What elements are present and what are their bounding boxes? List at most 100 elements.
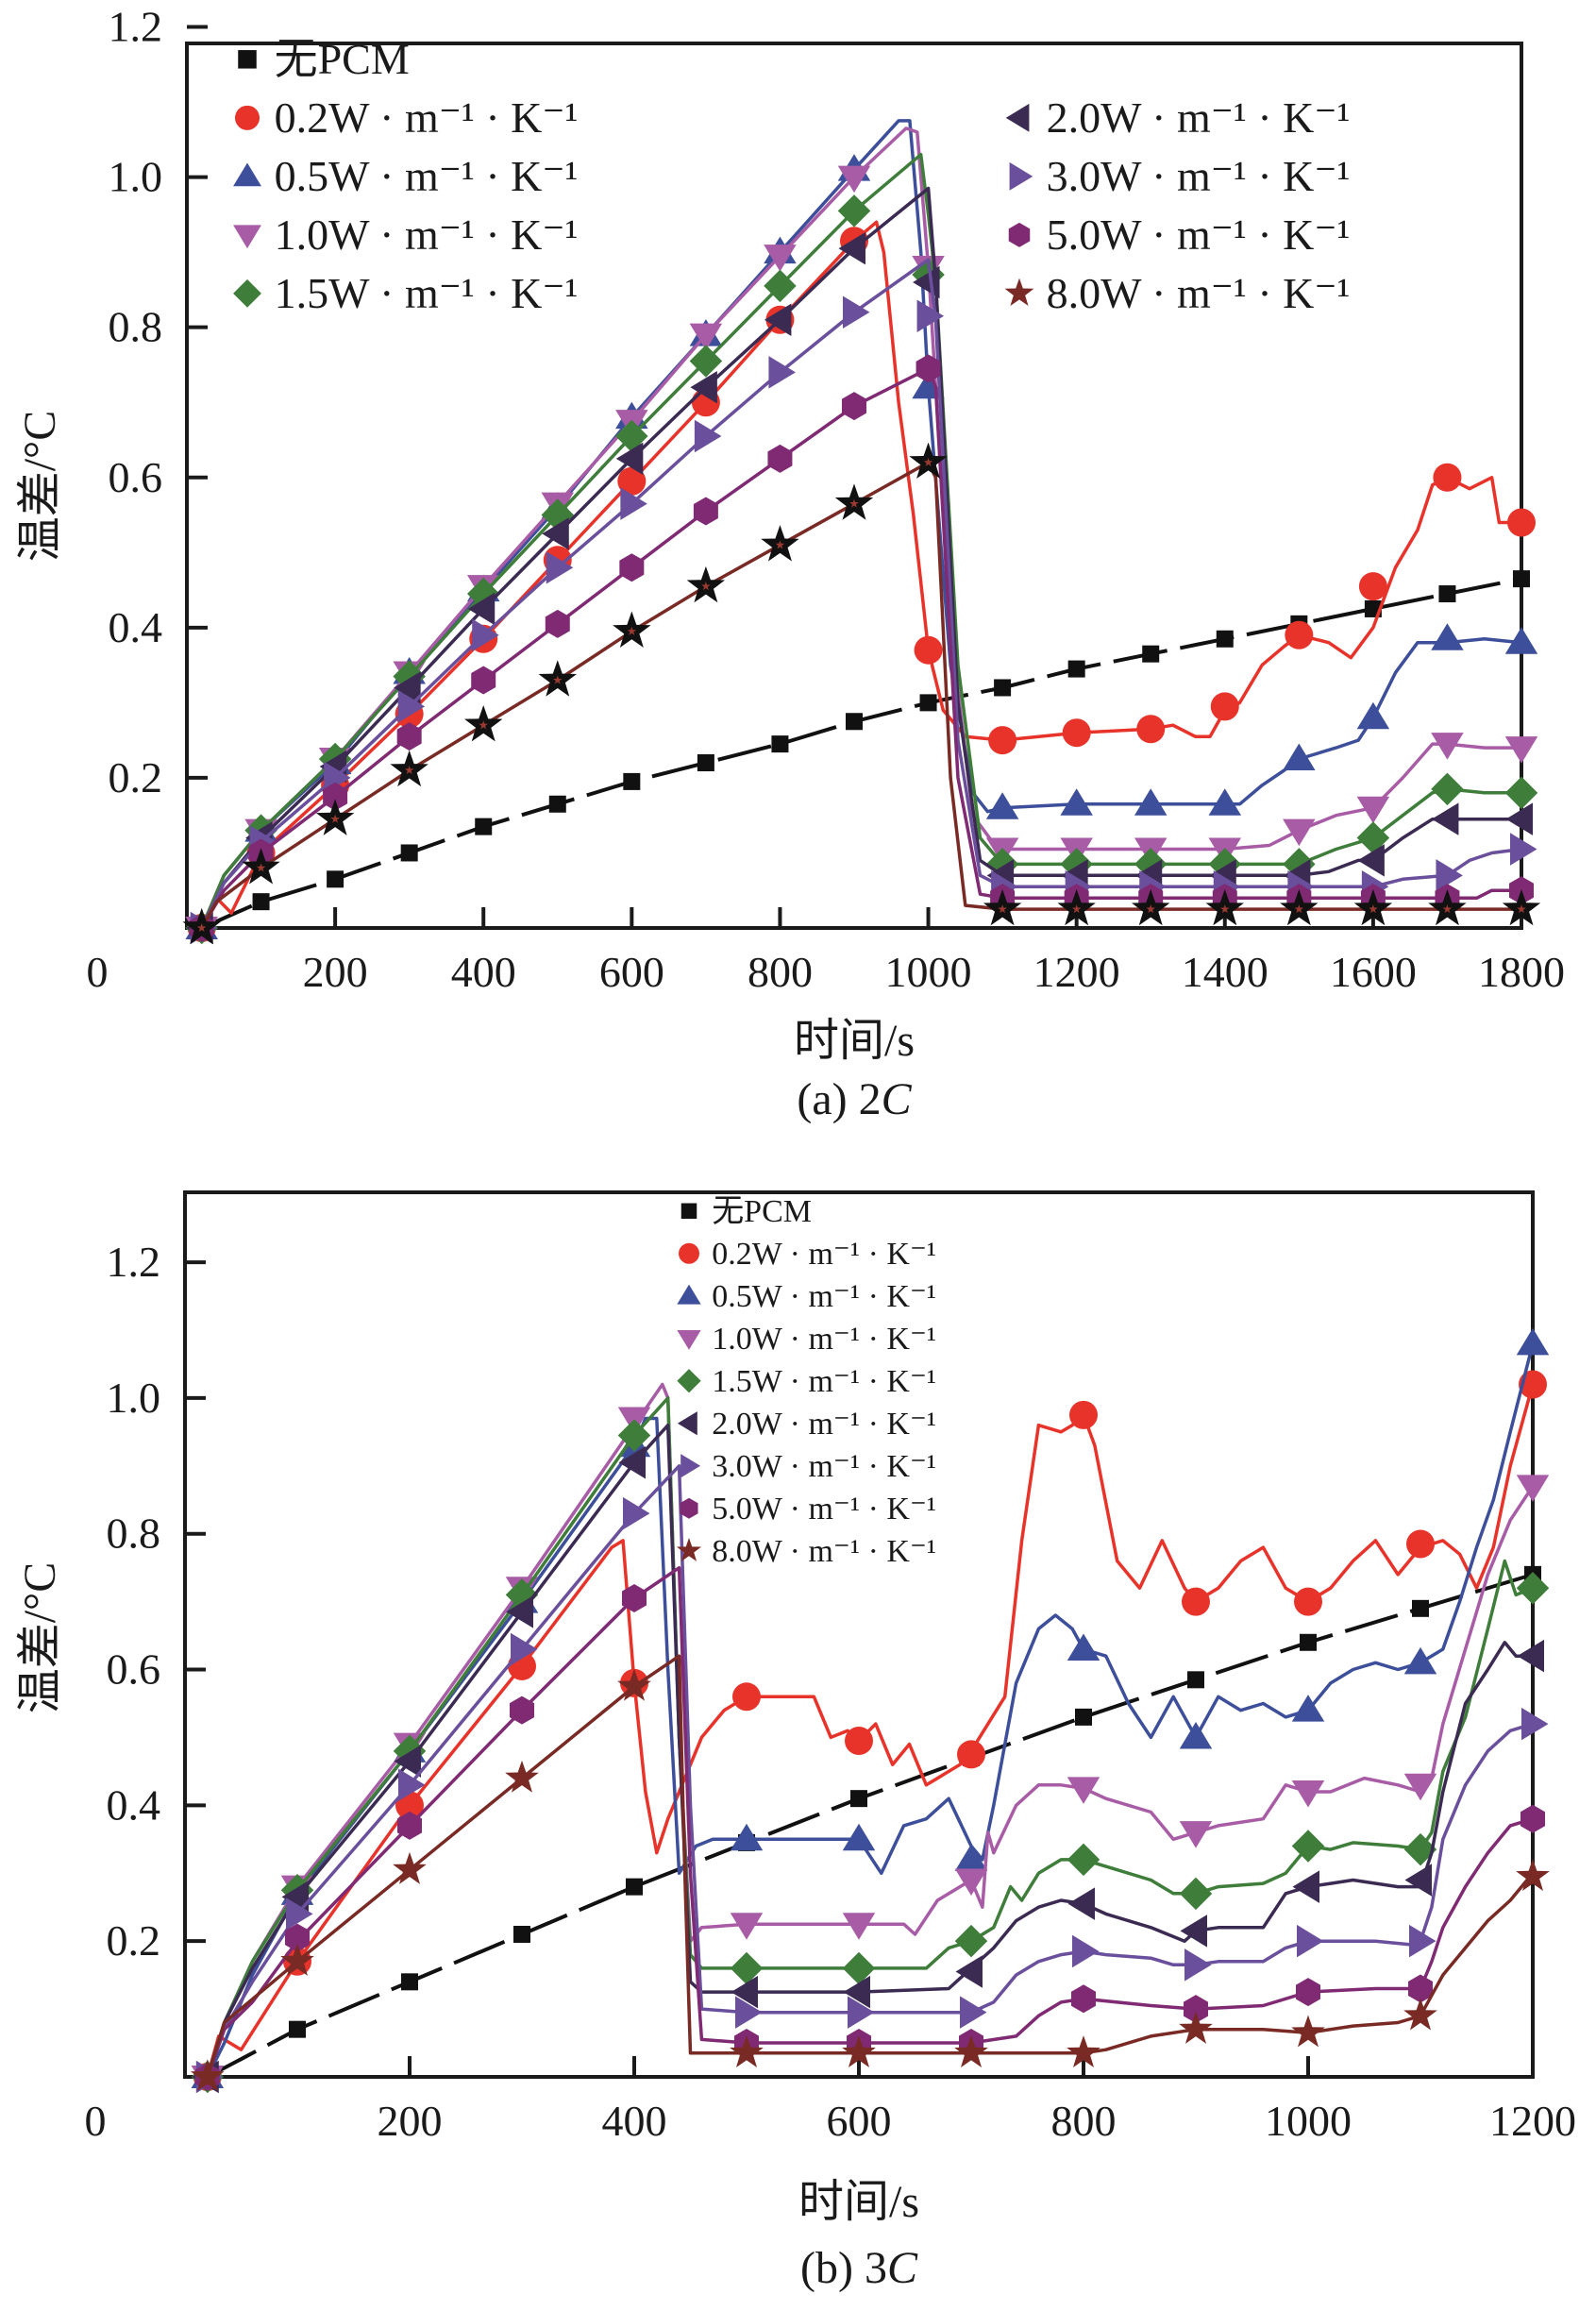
data-point-k50 — [842, 392, 866, 421]
data-point-k50 — [1520, 1804, 1545, 1833]
legend-item-k15: 1.5W · m⁻¹ · K⁻¹ — [233, 269, 578, 317]
y-tick-label: 0.8 — [109, 303, 163, 351]
data-point-k80 — [190, 2059, 225, 2092]
data-point-center-k80 — [1442, 904, 1453, 914]
data-point-k10 — [730, 1913, 764, 1940]
data-point-k30 — [916, 299, 945, 332]
chart-b-legend: 无PCM 0.2W · m⁻¹ · K⁻¹ 0.5W · m⁻¹ · K⁻¹ 1.0W… — [676, 1194, 936, 1569]
data-point-k15 — [764, 269, 797, 303]
series-line-k30 — [200, 258, 1522, 929]
series-line-k80 — [206, 1654, 1535, 2078]
data-point-k15 — [615, 419, 648, 453]
legend-label: 3.0W · m⁻¹ · K⁻¹ — [1047, 152, 1351, 200]
data-point-k15 — [954, 1924, 988, 1958]
legend-label: 8.0W · m⁻¹ · K⁻¹ — [1047, 269, 1351, 317]
data-point-none — [513, 1925, 530, 1943]
data-point-none — [548, 795, 566, 813]
x-tick-label: 1000 — [885, 948, 972, 996]
data-point-none — [771, 735, 789, 753]
x-tick-label: 1200 — [1033, 948, 1120, 996]
data-point-none — [289, 2020, 306, 2038]
series-line-k50 — [200, 366, 1521, 929]
data-point-none — [626, 1878, 643, 1896]
data-point-k15 — [837, 194, 871, 228]
chart-a: 0 200 400 600 800 1000 1200 1400 1600 1800 0.2 0.4 0… — [15, 3, 1565, 1124]
data-point-k80 — [280, 1944, 314, 1976]
legend-marker-k20 — [677, 1411, 697, 1436]
series-line-k20 — [200, 186, 1521, 929]
chart-a-y-axis-title: 温差/°C — [15, 411, 65, 563]
data-point-k80 — [393, 1851, 427, 1884]
data-point-k30 — [397, 690, 426, 723]
data-point-k05 — [1356, 701, 1390, 730]
legend-item-k05: 0.5W · m⁻¹ · K⁻¹ — [233, 152, 578, 200]
x-tick-label: 1200 — [1489, 2097, 1576, 2145]
data-point-k10 — [1291, 1780, 1325, 1808]
legend-label: 5.0W · m⁻¹ · K⁻¹ — [1047, 211, 1351, 259]
data-point-none — [1067, 660, 1085, 678]
data-point-k05 — [1208, 788, 1242, 816]
data-point-k30 — [623, 1496, 650, 1530]
data-point-k05 — [1134, 788, 1168, 816]
chart-b-ticks — [185, 1260, 1535, 2077]
data-point-k10 — [954, 1868, 988, 1896]
data-point-k02 — [732, 1682, 761, 1712]
x-tick-label: 800 — [748, 948, 813, 996]
data-point-k20 — [394, 671, 421, 704]
data-point-k10 — [1516, 1475, 1550, 1502]
data-point-k30 — [843, 295, 870, 329]
legend-label: 无PCM — [275, 35, 410, 83]
data-point-k30 — [848, 1996, 875, 2029]
data-point-k15 — [617, 1419, 651, 1452]
data-point-center-k80 — [1220, 904, 1230, 914]
data-point-k02 — [957, 1740, 985, 1769]
chart-a-x-axis-title: 时间/s — [794, 1016, 915, 1066]
data-point-none — [475, 818, 493, 835]
data-point-none — [919, 694, 937, 712]
y-tick-label: 0.2 — [109, 753, 163, 801]
legend-marker-k30 — [1009, 161, 1033, 191]
legend-label: 8.0W · m⁻¹ · K⁻¹ — [712, 1534, 936, 1569]
series-k80 — [182, 442, 1541, 945]
data-point-k05 — [1291, 1695, 1325, 1722]
data-point-k50 — [397, 1811, 422, 1840]
data-point-k02 — [914, 635, 943, 665]
data-point-center-k80 — [1294, 904, 1304, 914]
data-point-k15 — [1431, 772, 1464, 806]
legend-label: 无PCM — [712, 1194, 812, 1229]
data-point-k10 — [1403, 1773, 1437, 1801]
data-point-k20 — [1505, 802, 1533, 835]
data-point-k20 — [690, 371, 717, 404]
x-tick-label: 400 — [451, 948, 516, 996]
data-point-k02 — [1294, 1587, 1322, 1616]
data-point-k05 — [954, 1844, 988, 1871]
series-k50 — [189, 354, 1534, 942]
data-point-k05 — [985, 792, 1019, 819]
data-point-k80 — [842, 2035, 876, 2068]
legend-marker-k50 — [1008, 222, 1031, 247]
data-point-k02 — [1182, 1587, 1210, 1616]
data-point-none — [1438, 585, 1456, 603]
legend-item-none: 无PCM — [238, 35, 410, 83]
data-point-none — [400, 844, 418, 862]
legend-item-k10: 1.0W · m⁻¹ · K⁻¹ — [233, 211, 578, 259]
data-point-k05 — [1179, 1721, 1213, 1749]
legend-label: 0.5W · m⁻¹ · K⁻¹ — [275, 152, 579, 200]
data-point-k20 — [542, 517, 569, 550]
data-point-k20 — [1292, 1870, 1319, 1903]
data-point-k30 — [1297, 1924, 1324, 1958]
data-point-k30 — [1436, 859, 1463, 892]
legend-item-k15: 1.5W · m⁻¹ · K⁻¹ — [677, 1364, 936, 1399]
chart-b-series — [190, 1327, 1550, 2094]
legend-item-k30: 3.0W · m⁻¹ · K⁻¹ — [1009, 152, 1351, 200]
data-point-k15 — [1516, 1571, 1550, 1605]
data-point-k02 — [1210, 692, 1239, 721]
data-point-k20 — [618, 1445, 646, 1479]
chart-b-tick-labels: 0 200 400 600 800 1000 1200 0.2 0.4 0.6 0.8 1.0 1.2 — [85, 1238, 1577, 2145]
data-point-k10 — [764, 245, 797, 272]
data-point-center-k80 — [330, 814, 340, 823]
data-point-none — [846, 713, 863, 731]
data-point-k15 — [689, 345, 723, 378]
data-point-k30 — [960, 1996, 987, 2029]
legend-item-k10: 1.0W · m⁻¹ · K⁻¹ — [677, 1322, 936, 1357]
